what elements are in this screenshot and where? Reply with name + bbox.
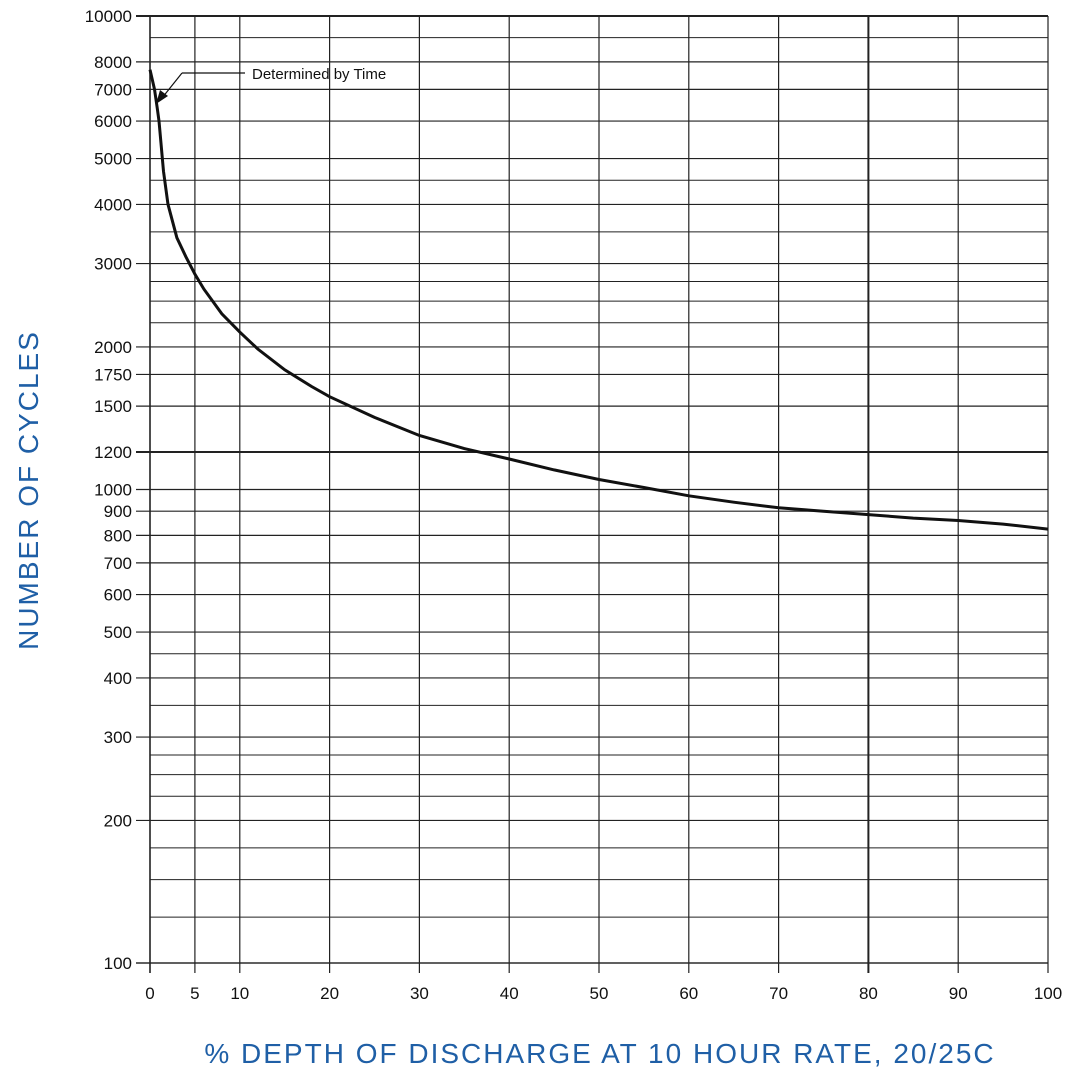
- annotation-leader-diagonal: [161, 72, 183, 99]
- grid: [136, 15, 1049, 973]
- x-tick-label: 10: [230, 984, 249, 1003]
- y-tick-label: 5000: [94, 150, 132, 169]
- annotation-arrowhead: [156, 90, 168, 104]
- y-tick-label: 500: [104, 623, 132, 642]
- y-tick-label: 1000: [94, 481, 132, 500]
- annotation-text: Determined by Time: [252, 66, 386, 83]
- y-tick-label: 1750: [94, 365, 132, 384]
- x-tick-label: 70: [769, 984, 788, 1003]
- x-tick-label: 80: [859, 984, 878, 1003]
- y-tick-label: 6000: [94, 112, 132, 131]
- y-tick-label: 900: [104, 502, 132, 521]
- annotation: Determined by Time: [156, 66, 386, 104]
- y-tick-label: 10000: [85, 7, 132, 26]
- y-tick-label: 7000: [94, 80, 132, 99]
- y-tick-label: 600: [104, 586, 132, 605]
- y-tick-label: 700: [104, 554, 132, 573]
- x-tick-label: 100: [1034, 984, 1062, 1003]
- x-axis-title: % DEPTH OF DISCHARGE AT 10 HOUR RATE, 20…: [204, 1038, 995, 1069]
- x-tick-label: 30: [410, 984, 429, 1003]
- y-tick-label: 3000: [94, 255, 132, 274]
- y-axis-title: NUMBER OF CYCLES: [13, 330, 44, 650]
- y-tick-label: 2000: [94, 338, 132, 357]
- y-tick-label: 300: [104, 728, 132, 747]
- x-tick-label: 0: [145, 984, 154, 1003]
- x-tick-label: 60: [679, 984, 698, 1003]
- cycle-life-curve: [148, 69, 1049, 531]
- y-tick-label: 1200: [94, 443, 132, 462]
- y-tick-label: 400: [104, 669, 132, 688]
- x-tick-label: 5: [190, 984, 199, 1003]
- x-tick-label: 40: [500, 984, 519, 1003]
- tick-labels: 1002003004005006007008009001000120015001…: [85, 7, 1062, 1003]
- y-tick-label: 8000: [94, 53, 132, 72]
- x-tick-label: 20: [320, 984, 339, 1003]
- y-tick-label: 200: [104, 811, 132, 830]
- y-tick-label: 4000: [94, 195, 132, 214]
- y-tick-label: 100: [104, 954, 132, 973]
- y-tick-label: 1500: [94, 397, 132, 416]
- x-tick-label: 50: [590, 984, 609, 1003]
- x-tick-label: 90: [949, 984, 968, 1003]
- y-tick-label: 800: [104, 526, 132, 545]
